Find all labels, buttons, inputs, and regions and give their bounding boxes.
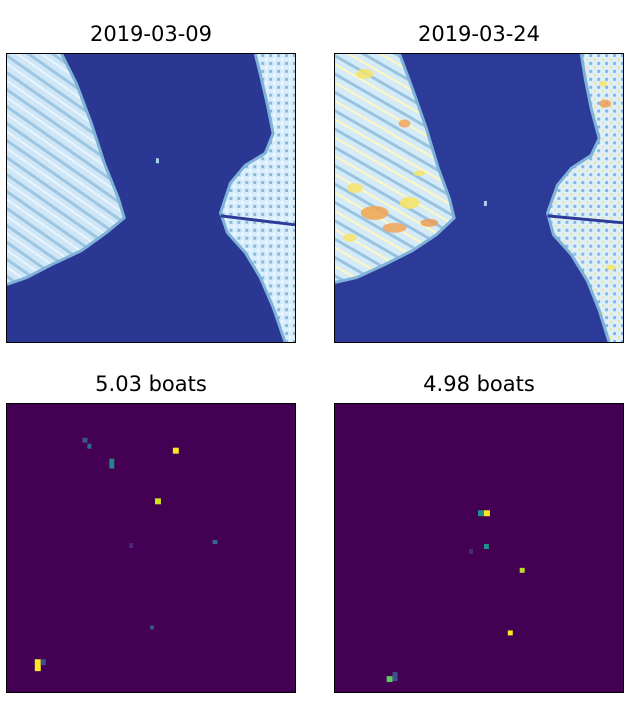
panel-title-boat-count-1: 5.03 boats <box>95 372 207 396</box>
panel-title-boat-count-2: 4.98 boats <box>423 372 535 396</box>
panel-title-date-2: 2019-03-24 <box>417 22 541 46</box>
satellite-image-2 <box>334 53 624 343</box>
satellite-image-1 <box>6 53 296 343</box>
boat-density-map-1 <box>6 403 296 693</box>
satellite-image-1-graphic <box>7 54 295 342</box>
boat-density-map-1-graphic <box>7 404 295 692</box>
satellite-image-2-graphic <box>335 54 623 342</box>
boat-density-map-2 <box>334 403 624 693</box>
panel-title-date-1: 2019-03-09 <box>89 22 213 46</box>
boat-density-map-2-graphic <box>335 404 623 692</box>
